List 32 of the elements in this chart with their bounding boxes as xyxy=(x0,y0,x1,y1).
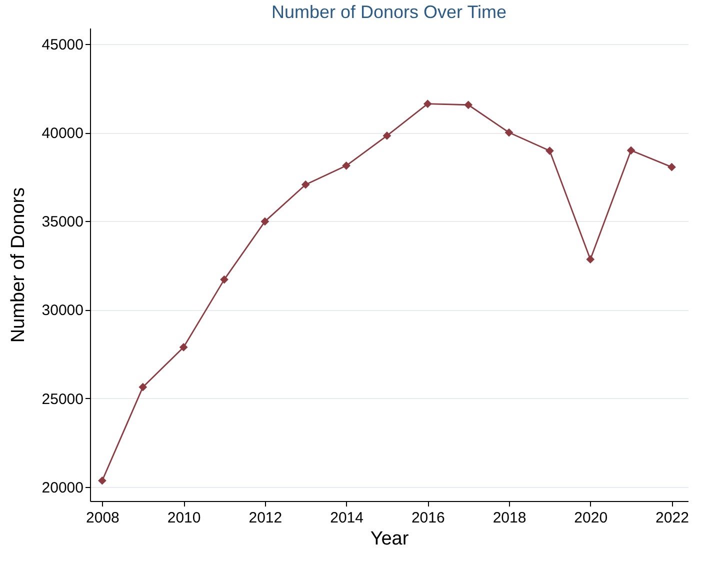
point xyxy=(464,100,473,110)
x-tick-label: 2018 xyxy=(492,510,526,526)
point xyxy=(301,180,310,189)
chart-title: Number of Donors Over Time xyxy=(271,2,507,22)
y-tick-label: 40000 xyxy=(42,125,84,142)
x-tick-label: 2016 xyxy=(411,510,445,526)
point xyxy=(423,100,432,108)
point xyxy=(586,255,595,264)
x-tick-label: 2012 xyxy=(248,510,282,526)
point xyxy=(382,132,392,140)
point xyxy=(546,146,554,155)
point xyxy=(260,217,270,226)
y-tick-label: 35000 xyxy=(42,214,84,231)
x-tick-label: 2010 xyxy=(167,510,201,526)
x-tick-label: 2020 xyxy=(574,510,608,526)
point xyxy=(342,161,350,170)
y-axis-title: Number of Donors xyxy=(8,187,29,343)
x-axis-title: Year xyxy=(370,528,410,550)
point xyxy=(220,275,228,284)
x-tick-label: 2014 xyxy=(330,510,364,526)
y-tick-label: 25000 xyxy=(42,390,84,408)
point xyxy=(504,128,514,137)
x-tick-label: 2022 xyxy=(656,510,689,526)
point xyxy=(138,382,148,392)
y-tick-label: 20000 xyxy=(42,479,84,496)
x-tick-label: 2008 xyxy=(86,510,120,526)
point xyxy=(668,162,676,172)
y-tick-label: 30000 xyxy=(42,302,84,320)
point xyxy=(179,343,188,352)
point xyxy=(98,476,106,485)
y-tick-label: 45000 xyxy=(42,36,84,54)
point xyxy=(626,146,636,155)
